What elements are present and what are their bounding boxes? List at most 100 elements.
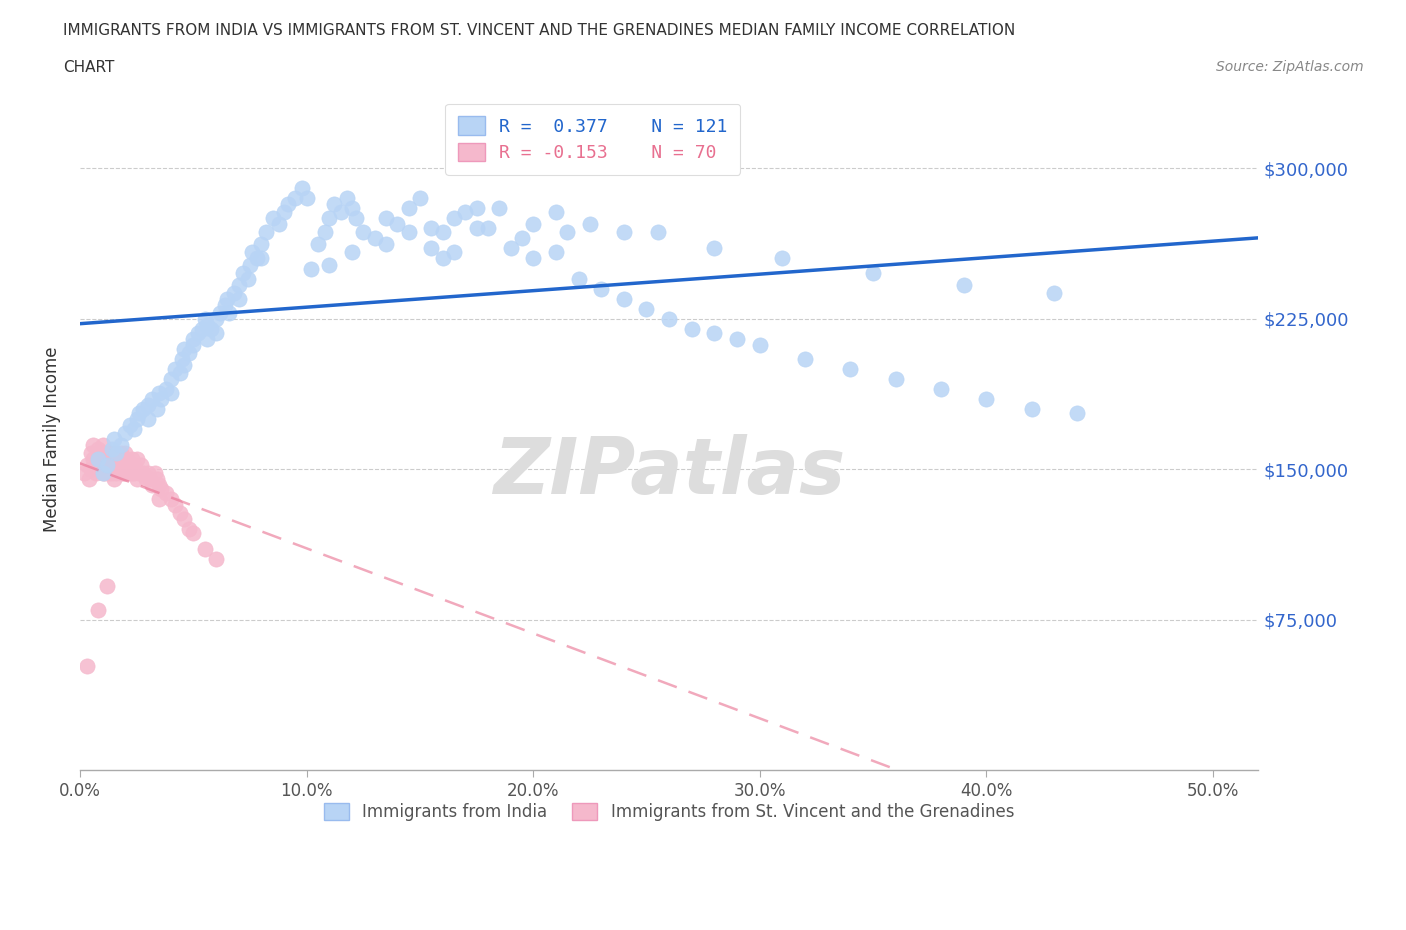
Point (398, 201, 420, 216)
Point (96, 445, 118, 460)
Point (420, 221, 443, 236)
Point (284, 191, 307, 206)
Point (613, 291, 636, 306)
Point (105, 461, 128, 476)
Point (352, 225, 374, 240)
Point (555, 225, 578, 240)
Point (218, 305, 240, 320)
Point (136, 412, 159, 427)
Point (465, 221, 488, 236)
Point (193, 312, 215, 326)
Point (96, 458, 118, 472)
Point (200, 321, 222, 336)
Point (318, 257, 340, 272)
Point (499, 241, 522, 256)
Point (454, 205, 477, 219)
Point (398, 225, 420, 240)
Point (170, 352, 193, 366)
Point (374, 237, 396, 252)
Point (91, 438, 114, 453)
Point (240, 245, 263, 259)
Point (228, 291, 250, 306)
Point (150, 392, 173, 406)
Point (146, 472, 169, 486)
Point (340, 245, 363, 259)
Point (155, 381, 177, 396)
Point (96, 458, 118, 472)
Point (636, 301, 658, 316)
Point (76, 458, 98, 472)
Point (262, 211, 284, 226)
Point (195, 317, 218, 332)
Point (159, 371, 181, 386)
Point (105, 466, 128, 481)
Point (246, 251, 269, 266)
Point (91, 466, 114, 481)
Point (117, 466, 139, 481)
Point (125, 412, 148, 427)
Point (135, 472, 157, 486)
Point (118, 466, 141, 481)
Point (111, 466, 134, 481)
Point (465, 201, 488, 216)
Point (336, 191, 359, 206)
Point (141, 392, 163, 406)
Point (613, 225, 636, 240)
Point (443, 211, 465, 226)
Point (114, 426, 136, 441)
Point (91, 466, 114, 481)
Text: IMMIGRANTS FROM INDIA VS IMMIGRANTS FROM ST. VINCENT AND THE GRENADINES MEDIAN F: IMMIGRANTS FROM INDIA VS IMMIGRANTS FROM… (63, 23, 1015, 38)
Point (318, 211, 340, 226)
Point (299, 261, 322, 276)
Point (141, 478, 163, 493)
Point (87, 452, 110, 467)
Point (77, 472, 100, 486)
Point (579, 217, 602, 232)
Point (181, 331, 204, 346)
Point (103, 432, 125, 446)
Point (73, 466, 96, 481)
Point (205, 552, 228, 567)
Point (122, 421, 145, 436)
Point (273, 205, 295, 219)
Point (125, 452, 148, 467)
Point (250, 251, 273, 266)
Point (187, 326, 209, 340)
Point (117, 452, 139, 467)
Point (322, 197, 344, 212)
Point (205, 326, 228, 340)
Point (155, 485, 177, 500)
Point (125, 472, 148, 486)
Point (307, 237, 329, 252)
Point (862, 265, 884, 280)
Point (159, 492, 181, 507)
Point (181, 526, 204, 541)
Point (1066, 405, 1088, 420)
Point (522, 251, 544, 266)
Point (76, 658, 98, 673)
Point (121, 452, 143, 467)
Point (82, 452, 104, 467)
Point (169, 506, 191, 521)
Point (884, 371, 907, 386)
Point (647, 225, 669, 240)
Point (111, 458, 134, 472)
Point (658, 312, 681, 326)
Point (217, 291, 239, 306)
Point (232, 265, 254, 280)
Point (193, 542, 215, 557)
Point (96, 578, 118, 593)
Point (173, 512, 195, 526)
Point (340, 201, 363, 216)
Point (929, 381, 952, 396)
Point (136, 466, 159, 481)
Point (703, 326, 725, 340)
Point (363, 231, 385, 246)
Point (209, 305, 232, 320)
Point (1043, 286, 1066, 300)
Point (165, 498, 187, 512)
Point (105, 445, 128, 460)
Point (129, 458, 152, 472)
Point (269, 217, 291, 232)
Point (122, 458, 145, 472)
